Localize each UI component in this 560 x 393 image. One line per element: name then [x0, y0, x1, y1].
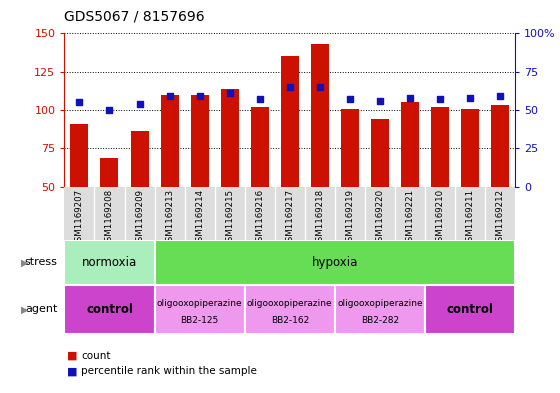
Text: control: control [86, 303, 133, 316]
Text: GSM1169209: GSM1169209 [135, 189, 144, 247]
Bar [311, 44, 329, 187]
Text: oligooxopiperazine: oligooxopiperazine [247, 299, 333, 308]
Bar [155, 285, 245, 334]
Text: normoxia: normoxia [82, 256, 137, 269]
Point [466, 95, 475, 101]
Text: GSM1169214: GSM1169214 [195, 189, 204, 248]
Point [255, 96, 264, 103]
Bar [221, 88, 239, 187]
Bar [431, 107, 449, 187]
Text: GSM1169219: GSM1169219 [346, 189, 354, 247]
Bar [491, 105, 509, 187]
Bar [425, 285, 515, 334]
Text: BB2-162: BB2-162 [270, 316, 309, 325]
Text: GSM1169207: GSM1169207 [75, 189, 84, 248]
Bar [245, 285, 335, 334]
Bar [401, 102, 419, 187]
Text: ▶: ▶ [21, 305, 29, 314]
Text: GSM1169208: GSM1169208 [105, 189, 114, 248]
Text: GSM1169221: GSM1169221 [405, 189, 414, 248]
Bar [190, 95, 209, 187]
Bar [251, 107, 269, 187]
Bar [100, 158, 119, 187]
Text: GSM1169215: GSM1169215 [225, 189, 234, 248]
Text: agent: agent [25, 305, 58, 314]
Bar [130, 132, 148, 187]
Text: oligooxopiperazine: oligooxopiperazine [337, 299, 423, 308]
Bar [161, 95, 179, 187]
Text: hypoxia: hypoxia [312, 256, 358, 269]
Text: GSM1169213: GSM1169213 [165, 189, 174, 248]
Point [346, 96, 354, 103]
Bar [281, 56, 299, 187]
Point [195, 93, 204, 99]
Bar [71, 124, 88, 187]
Point [315, 84, 324, 90]
Text: GSM1169210: GSM1169210 [436, 189, 445, 248]
Point [105, 107, 114, 113]
Text: GSM1169217: GSM1169217 [285, 189, 295, 248]
Text: ▶: ▶ [21, 257, 29, 267]
Bar [64, 285, 155, 334]
Bar [335, 285, 425, 334]
Point [436, 96, 445, 103]
Text: ■: ■ [67, 366, 78, 376]
Text: count: count [81, 351, 111, 361]
Bar [341, 108, 359, 187]
Point [496, 93, 505, 99]
Bar [64, 240, 155, 285]
Point [75, 99, 84, 105]
Bar [461, 108, 479, 187]
Text: GSM1169220: GSM1169220 [375, 189, 385, 248]
Text: GDS5067 / 8157696: GDS5067 / 8157696 [64, 10, 205, 24]
Point [405, 95, 414, 101]
Text: GSM1169216: GSM1169216 [255, 189, 264, 248]
Text: BB2-125: BB2-125 [180, 316, 219, 325]
Point [286, 84, 295, 90]
Text: control: control [447, 303, 493, 316]
Text: GSM1169218: GSM1169218 [315, 189, 324, 248]
Text: GSM1169212: GSM1169212 [496, 189, 505, 248]
Text: BB2-282: BB2-282 [361, 316, 399, 325]
Text: stress: stress [25, 257, 58, 267]
Text: GSM1169211: GSM1169211 [465, 189, 475, 248]
Point [135, 101, 144, 107]
Bar [155, 240, 515, 285]
Point [165, 93, 174, 99]
Point [225, 90, 234, 96]
Point [375, 98, 384, 104]
Text: ■: ■ [67, 351, 78, 361]
Bar [371, 119, 389, 187]
Text: oligooxopiperazine: oligooxopiperazine [157, 299, 242, 308]
Text: percentile rank within the sample: percentile rank within the sample [81, 366, 257, 376]
